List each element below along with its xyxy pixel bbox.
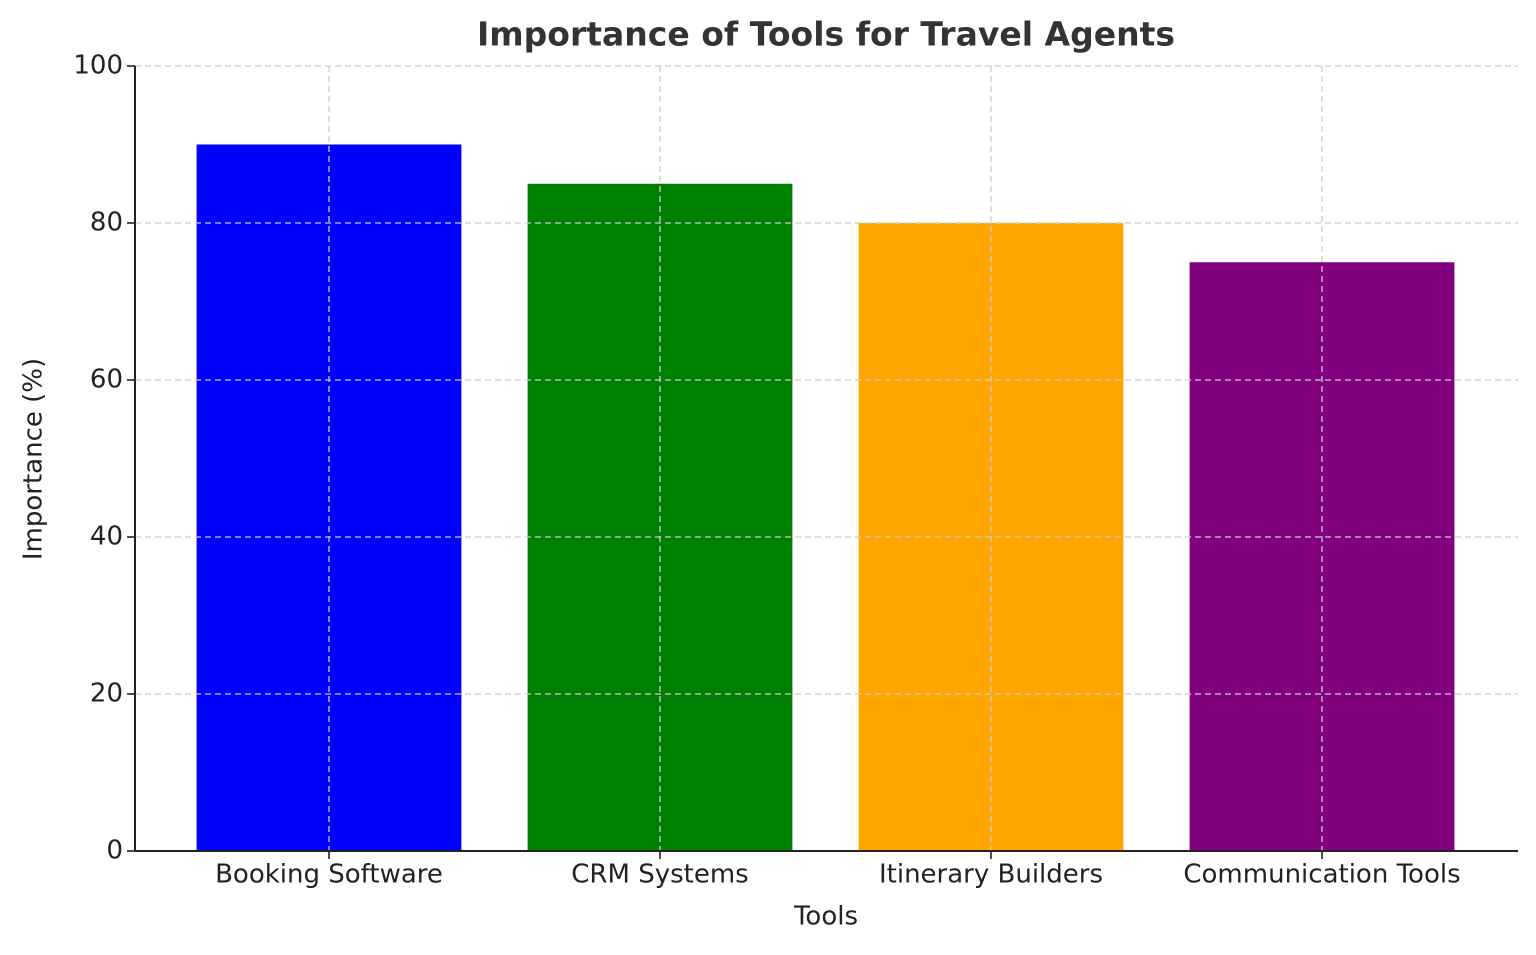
y-tick-label: 100 [73, 51, 123, 81]
y-axis-label: Importance (%) [19, 358, 49, 560]
x-tick-label: Communication Tools [1183, 860, 1460, 890]
x-tick-label: Booking Software [215, 860, 443, 890]
chart-title: Importance of Tools for Travel Agents [477, 15, 1175, 54]
x-tick-label: Itinerary Builders [879, 860, 1103, 890]
x-tick-label: CRM Systems [571, 860, 748, 890]
x-axis-label: Tools [793, 902, 858, 932]
y-tick-label: 80 [90, 208, 123, 238]
y-tick-label: 40 [90, 522, 123, 552]
y-tick-label: 60 [90, 365, 123, 395]
y-tick-label: 20 [90, 679, 123, 709]
y-tick-label: 0 [106, 836, 123, 866]
